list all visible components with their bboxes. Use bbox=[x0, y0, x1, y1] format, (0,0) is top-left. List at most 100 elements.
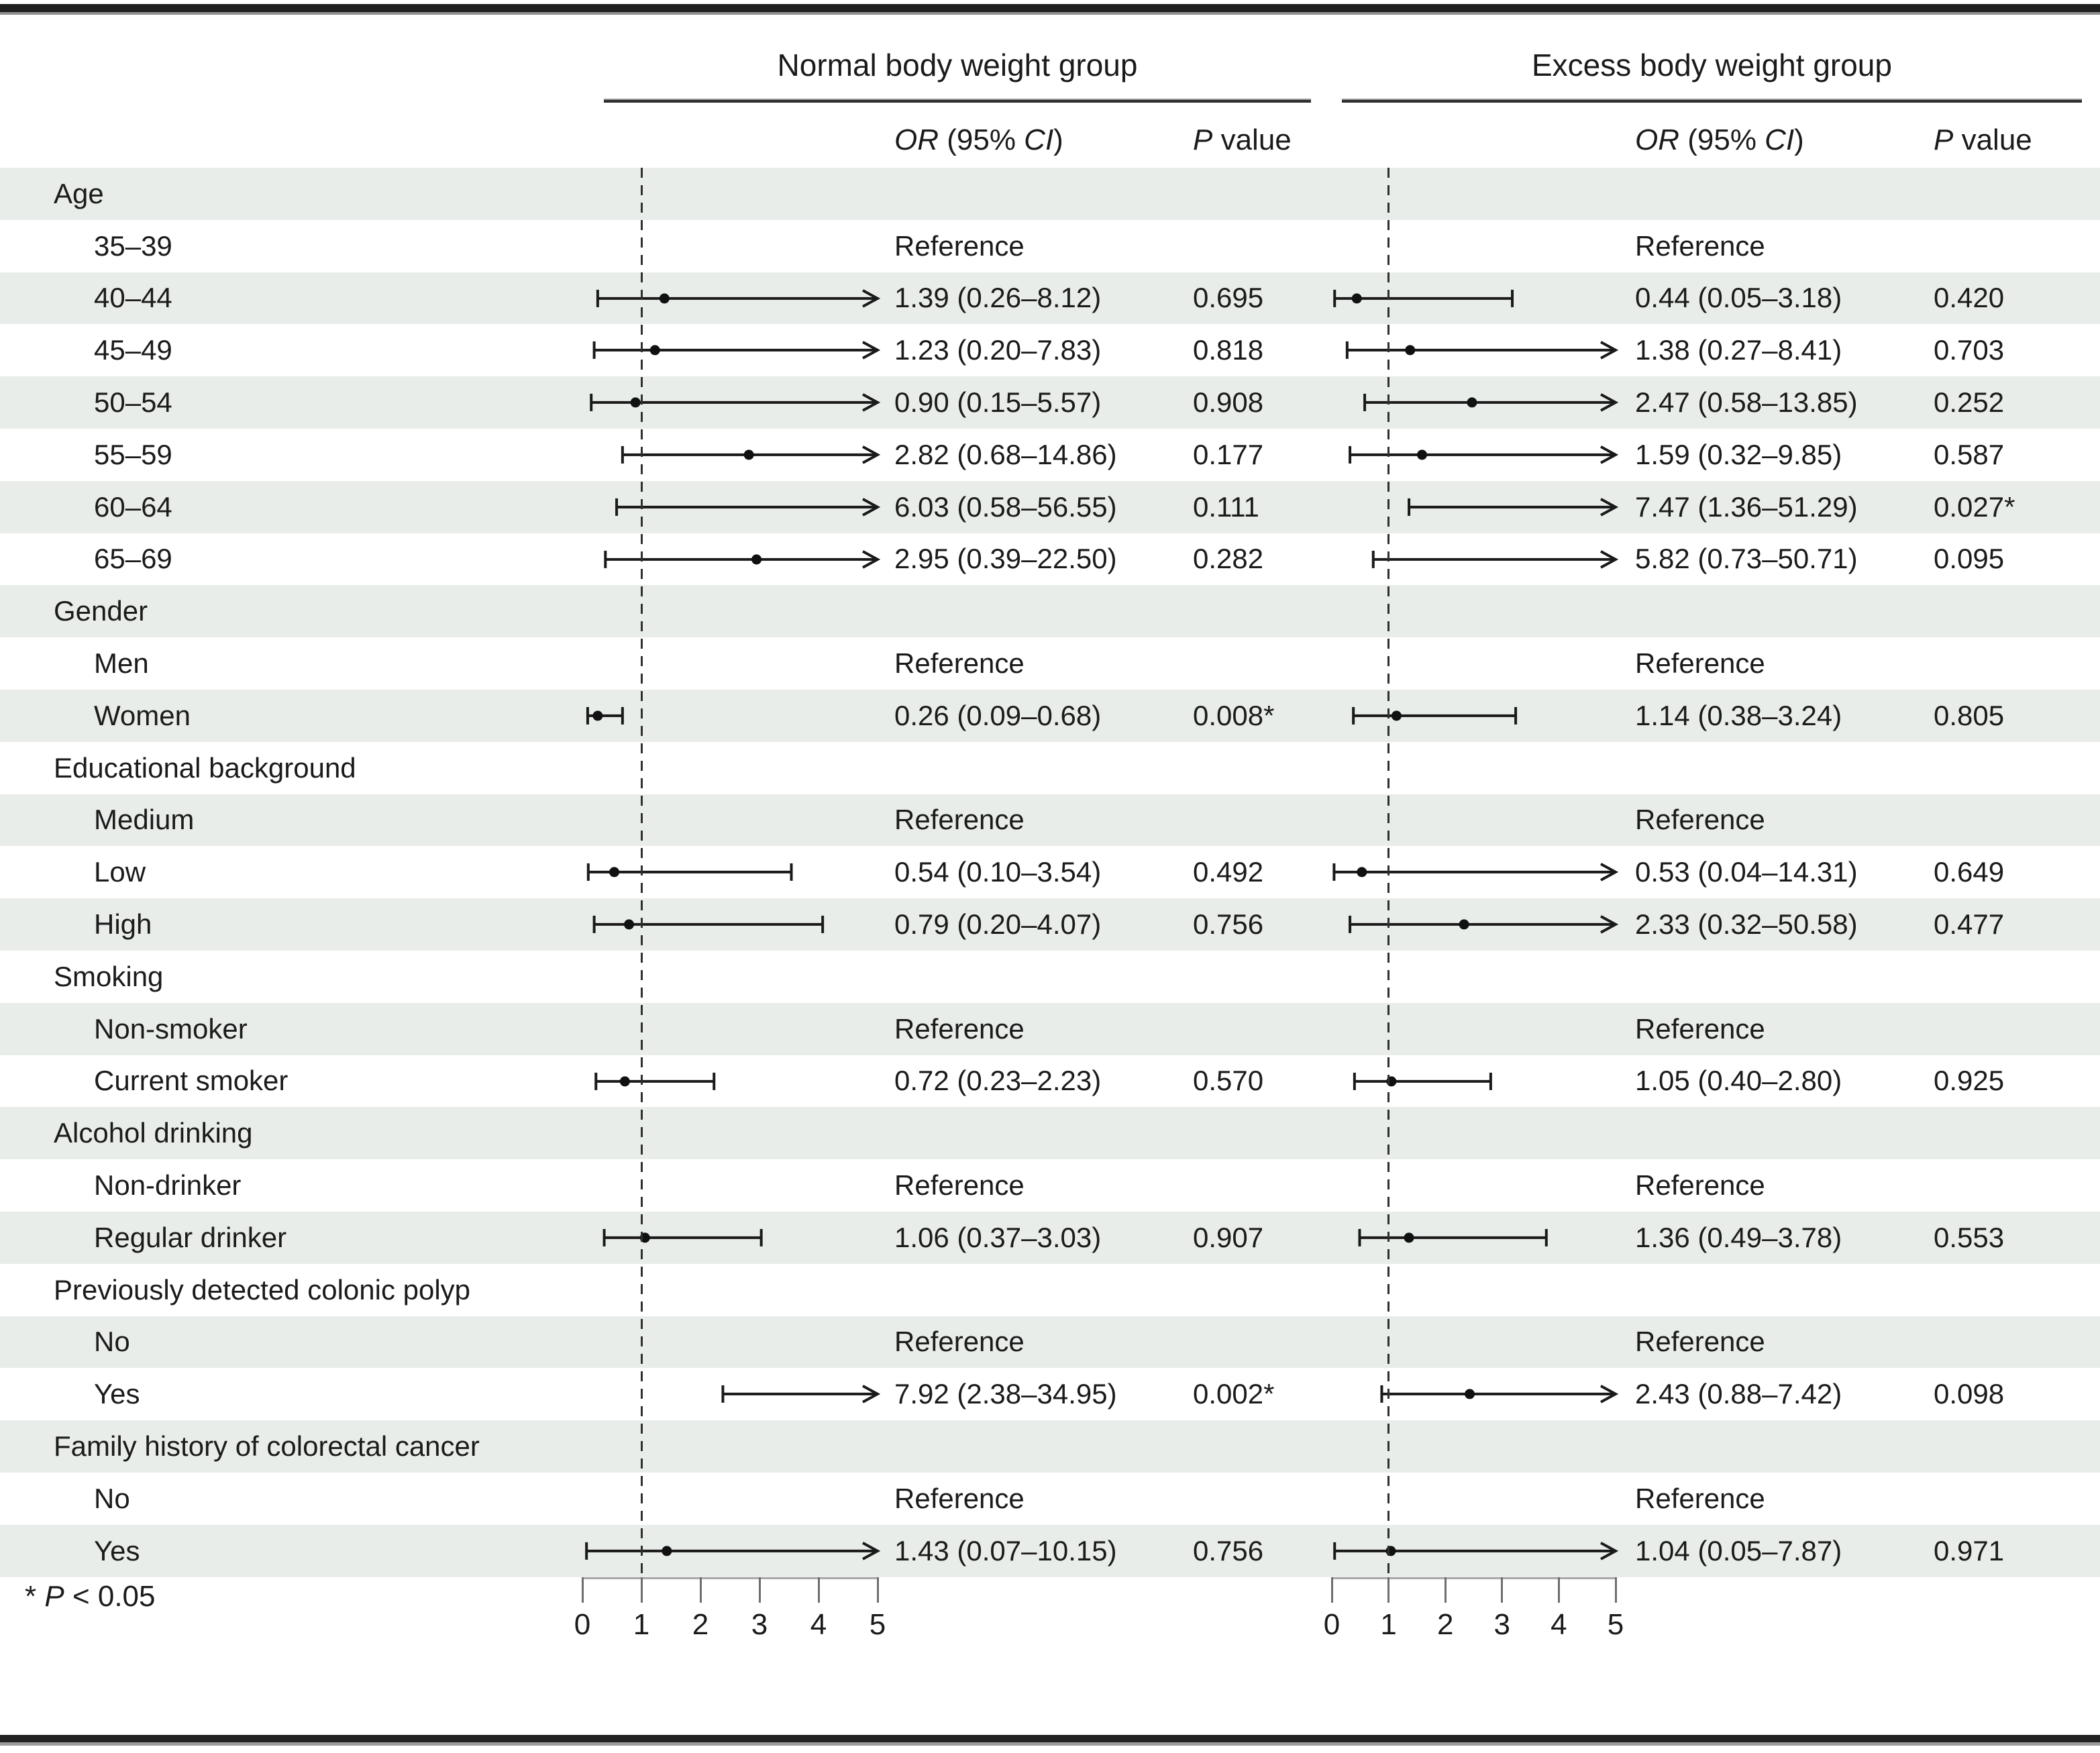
p-value: 0.818 bbox=[1193, 334, 1264, 366]
table-row: Alcohol drinking bbox=[0, 1107, 2100, 1160]
or-ci-column-header-normal: OR (95% CI) bbox=[894, 123, 1063, 156]
row-label: 40–44 bbox=[94, 282, 172, 314]
point-estimate-dot bbox=[659, 293, 670, 303]
table-row: Age bbox=[0, 168, 2100, 220]
or-ci-value: 1.04 (0.05–7.87) bbox=[1635, 1534, 1842, 1566]
forest-plot-mark bbox=[1349, 915, 1619, 934]
row-label: Women bbox=[94, 699, 191, 731]
row-label: Men bbox=[94, 647, 149, 680]
or-ci-value: 2.33 (0.32–50.58) bbox=[1635, 908, 1858, 941]
p-value: 0.695 bbox=[1193, 282, 1264, 314]
forest-plot-mark bbox=[1333, 289, 1514, 307]
row-label: 35–39 bbox=[94, 229, 172, 262]
arrow-right-icon bbox=[1600, 863, 1619, 882]
reference-line-or-1 bbox=[640, 168, 643, 1577]
error-bar bbox=[586, 863, 793, 882]
axis-tick-label: 5 bbox=[869, 1607, 886, 1641]
top-border-rule bbox=[0, 4, 2100, 15]
row-label: Regular drinker bbox=[94, 1221, 287, 1253]
or-ci-value: Reference bbox=[894, 1169, 1025, 1202]
point-estimate-dot bbox=[1459, 919, 1469, 930]
axis-tick bbox=[1557, 1577, 1560, 1603]
forest-plot-mark bbox=[1408, 497, 1619, 517]
table-row: High 0.79 (0.20–4.07) 0.756 2.33 (0.32–50.5… bbox=[0, 898, 2100, 951]
axis-tick bbox=[1387, 1577, 1390, 1603]
p-value: 0.477 bbox=[1934, 908, 2005, 941]
forest-plot-mark bbox=[602, 1228, 763, 1246]
error-bar bbox=[585, 1541, 881, 1560]
row-label: No bbox=[94, 1326, 130, 1358]
row-label: 60–64 bbox=[94, 490, 172, 523]
or-ci-value: Reference bbox=[894, 804, 1025, 836]
error-bar bbox=[594, 1072, 716, 1090]
forest-plot-mark bbox=[596, 288, 881, 308]
table-row: 40–44 1.39 (0.26–8.12) 0.695 0.44 (0.05–3.1… bbox=[0, 272, 2100, 325]
point-estimate-dot bbox=[1405, 345, 1416, 356]
axis-tick bbox=[758, 1577, 761, 1603]
or-ci-value: 1.36 (0.49–3.78) bbox=[1635, 1221, 1842, 1253]
arrow-right-icon bbox=[1600, 497, 1619, 517]
or-ci-value: 0.54 (0.10–3.54) bbox=[894, 856, 1102, 888]
error-bar bbox=[621, 445, 881, 464]
p-value-column-header-excess: P value bbox=[1934, 123, 2032, 156]
error-bar bbox=[1345, 341, 1619, 360]
point-estimate-dot bbox=[619, 1075, 630, 1086]
error-bar bbox=[590, 393, 881, 412]
table-row: Yes 1.43 (0.07–10.15) 0.756 1.04 (0.05–7.87… bbox=[0, 1524, 2100, 1577]
p-value: 0.587 bbox=[1934, 438, 2005, 470]
or-ci-value: Reference bbox=[894, 647, 1025, 680]
error-bar bbox=[1371, 549, 1619, 569]
p-value: 0.553 bbox=[1934, 1221, 2005, 1253]
error-bar bbox=[592, 341, 881, 360]
or-ci-value: Reference bbox=[1635, 647, 1765, 680]
error-bar bbox=[586, 706, 624, 725]
axis-tick bbox=[640, 1577, 643, 1603]
error-bar bbox=[1408, 497, 1619, 517]
panel-rule-normal bbox=[604, 99, 1311, 103]
arrow-right-icon bbox=[862, 393, 881, 412]
row-label: No bbox=[94, 1482, 130, 1514]
table-row: Smoking bbox=[0, 951, 2100, 1003]
table-row: Medium Reference Reference bbox=[0, 794, 2100, 847]
table-row: Non-smoker Reference Reference bbox=[0, 1002, 2100, 1055]
forest-plot-mark bbox=[1345, 341, 1619, 360]
table-row: Current smoker 0.72 (0.23–2.23) 0.570 1.05 … bbox=[0, 1055, 2100, 1108]
row-label: Yes bbox=[94, 1534, 140, 1566]
point-estimate-dot bbox=[1351, 293, 1362, 303]
forest-plot-mark bbox=[586, 863, 793, 882]
section-label: Alcohol drinking bbox=[54, 1117, 253, 1149]
section-label: Gender bbox=[54, 595, 148, 627]
p-value: 0.002* bbox=[1193, 1378, 1275, 1410]
arrow-right-icon bbox=[1600, 393, 1619, 412]
or-ci-value: 0.44 (0.05–3.18) bbox=[1635, 282, 1842, 314]
point-estimate-dot bbox=[1391, 710, 1402, 721]
forest-plot-mark bbox=[594, 1072, 716, 1090]
arrow-right-icon bbox=[1600, 1541, 1619, 1560]
error-bar bbox=[1332, 863, 1619, 882]
point-estimate-dot bbox=[624, 919, 635, 930]
forest-plot-mark bbox=[592, 916, 825, 934]
or-ci-value: 0.26 (0.09–0.68) bbox=[894, 699, 1102, 731]
arrow-right-icon bbox=[1600, 341, 1619, 360]
axis-tick-label: 1 bbox=[1380, 1607, 1397, 1641]
or-ci-value: 6.03 (0.58–56.55) bbox=[894, 490, 1117, 523]
axis-tick bbox=[1501, 1577, 1504, 1603]
axis-tick bbox=[1444, 1577, 1447, 1603]
table-row: No Reference Reference bbox=[0, 1316, 2100, 1369]
row-label: 45–49 bbox=[94, 334, 172, 366]
or-ci-column-header-excess: OR (95% CI) bbox=[1635, 123, 1804, 156]
or-ci-value: Reference bbox=[1635, 1012, 1765, 1045]
axis-tick bbox=[817, 1577, 820, 1603]
p-value: 0.756 bbox=[1193, 1534, 1264, 1566]
or-ci-value: 1.23 (0.20–7.83) bbox=[894, 334, 1102, 366]
arrow-right-icon bbox=[1600, 445, 1619, 464]
forest-plot-mark bbox=[1363, 393, 1619, 412]
arrow-right-icon bbox=[862, 1385, 881, 1404]
axis-tick-label: 5 bbox=[1607, 1607, 1624, 1641]
error-bar bbox=[602, 1228, 763, 1246]
p-value: 0.570 bbox=[1193, 1065, 1264, 1097]
axis-tick-label: 1 bbox=[633, 1607, 650, 1641]
point-estimate-dot bbox=[630, 397, 641, 408]
or-ci-value: Reference bbox=[1635, 1326, 1765, 1358]
